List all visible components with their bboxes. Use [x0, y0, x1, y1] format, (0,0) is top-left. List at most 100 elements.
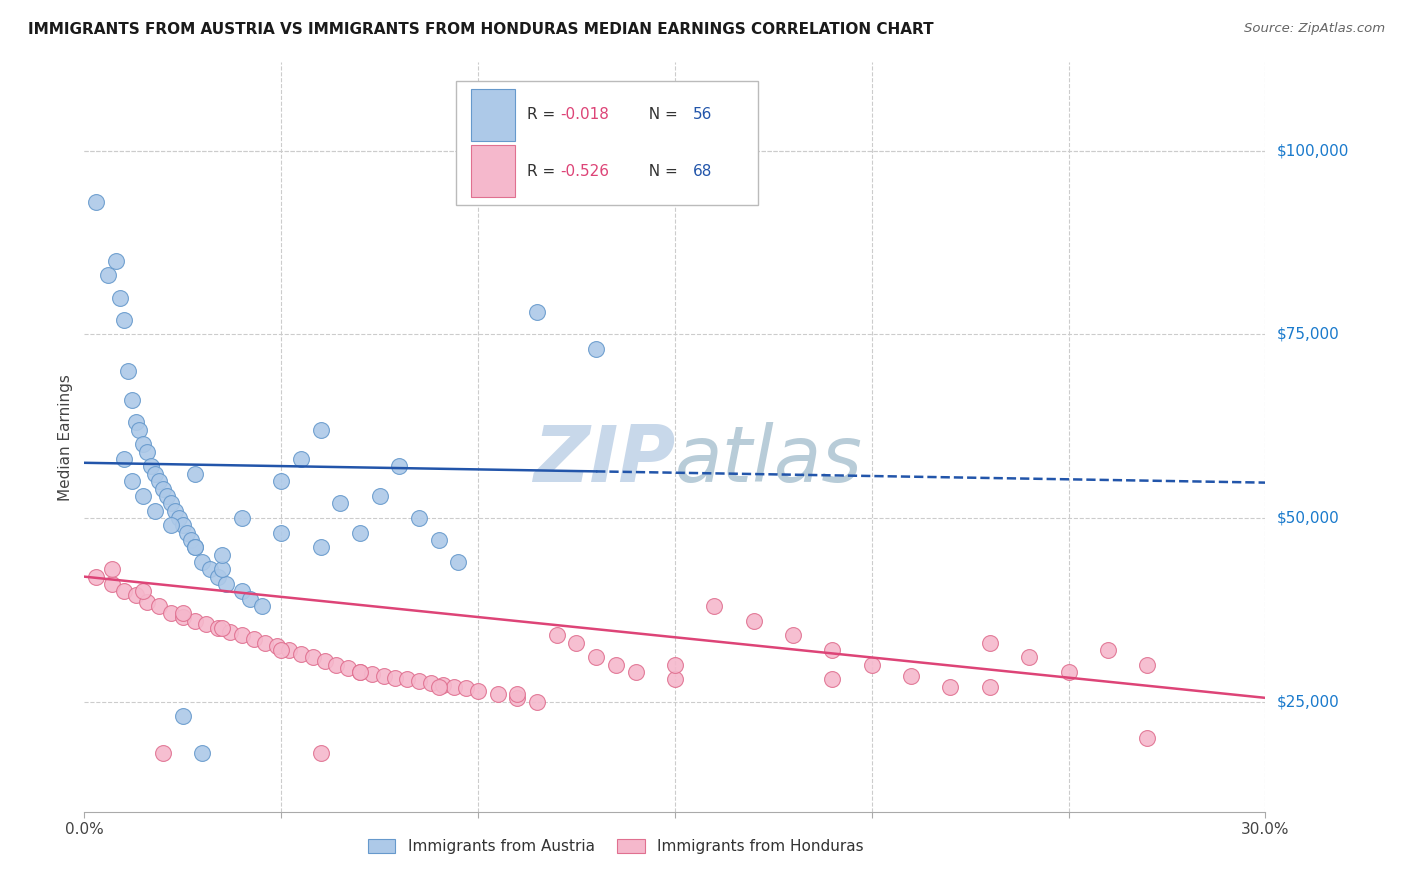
Point — [585, 650, 607, 665]
Point — [939, 680, 962, 694]
Point — [250, 599, 273, 613]
Point — [266, 640, 288, 654]
Text: -0.018: -0.018 — [561, 107, 609, 122]
Point — [117, 364, 139, 378]
Point — [1057, 665, 1080, 680]
Text: ZIP: ZIP — [533, 422, 675, 498]
Point — [231, 511, 253, 525]
Point — [112, 312, 135, 326]
Point — [309, 541, 332, 555]
Text: -0.526: -0.526 — [561, 163, 609, 178]
Point — [368, 489, 391, 503]
Point — [290, 647, 312, 661]
Point — [309, 746, 332, 760]
Point — [782, 628, 804, 642]
Point — [141, 459, 163, 474]
Point — [219, 624, 242, 639]
Point — [84, 194, 107, 209]
Point — [900, 669, 922, 683]
Point — [447, 555, 470, 569]
Point — [180, 533, 202, 547]
Point — [231, 584, 253, 599]
Point — [172, 610, 194, 624]
Point — [270, 643, 292, 657]
Legend: Immigrants from Austria, Immigrants from Honduras: Immigrants from Austria, Immigrants from… — [361, 832, 870, 860]
Point — [585, 342, 607, 356]
Point — [97, 268, 120, 283]
Point — [156, 489, 179, 503]
Point — [148, 599, 170, 613]
Point — [325, 657, 347, 672]
Text: 56: 56 — [693, 107, 711, 122]
Point — [254, 636, 277, 650]
Point — [506, 690, 529, 705]
Point — [427, 680, 450, 694]
Point — [172, 518, 194, 533]
Point — [309, 423, 332, 437]
Point — [84, 569, 107, 583]
Point — [419, 676, 441, 690]
Point — [136, 595, 159, 609]
Point — [160, 518, 183, 533]
Point — [337, 661, 360, 675]
Point — [183, 541, 205, 555]
Point — [408, 511, 430, 525]
Text: IMMIGRANTS FROM AUSTRIA VS IMMIGRANTS FROM HONDURAS MEDIAN EARNINGS CORRELATION : IMMIGRANTS FROM AUSTRIA VS IMMIGRANTS FR… — [28, 22, 934, 37]
Point — [664, 657, 686, 672]
Point — [101, 562, 124, 576]
Text: N =: N = — [640, 107, 683, 122]
Point — [160, 607, 183, 621]
Point — [546, 628, 568, 642]
Point — [270, 474, 292, 488]
Point — [329, 496, 352, 510]
Text: R =: R = — [527, 163, 561, 178]
Point — [211, 548, 233, 562]
Point — [432, 678, 454, 692]
Text: Source: ZipAtlas.com: Source: ZipAtlas.com — [1244, 22, 1385, 36]
Text: $25,000: $25,000 — [1277, 694, 1340, 709]
Point — [183, 467, 205, 481]
Point — [231, 628, 253, 642]
Point — [349, 525, 371, 540]
Point — [121, 393, 143, 408]
Point — [1018, 650, 1040, 665]
Point — [136, 444, 159, 458]
Point — [1136, 657, 1159, 672]
Point — [211, 621, 233, 635]
Point — [101, 577, 124, 591]
Text: $50,000: $50,000 — [1277, 510, 1340, 525]
Point — [215, 577, 238, 591]
Point — [388, 459, 411, 474]
Point — [506, 687, 529, 701]
Point — [270, 525, 292, 540]
Point — [301, 650, 323, 665]
Point — [167, 511, 190, 525]
Point — [373, 669, 395, 683]
Point — [160, 496, 183, 510]
Point — [486, 687, 509, 701]
Point — [200, 562, 222, 576]
Point — [183, 614, 205, 628]
Point — [132, 489, 155, 503]
Point — [979, 636, 1001, 650]
Point — [526, 694, 548, 708]
Point — [242, 632, 264, 646]
Point — [211, 562, 233, 576]
Text: $75,000: $75,000 — [1277, 326, 1340, 342]
Point — [239, 591, 262, 606]
Point — [526, 305, 548, 319]
Point — [664, 673, 686, 687]
Point — [207, 569, 229, 583]
Point — [183, 541, 205, 555]
Point — [124, 416, 146, 430]
Point — [565, 636, 588, 650]
Point — [112, 452, 135, 467]
Point — [176, 525, 198, 540]
Point — [1136, 731, 1159, 746]
Text: N =: N = — [640, 163, 683, 178]
Bar — [471, 145, 516, 197]
Point — [1097, 643, 1119, 657]
Point — [314, 654, 336, 668]
Point — [979, 680, 1001, 694]
Point — [143, 467, 166, 481]
